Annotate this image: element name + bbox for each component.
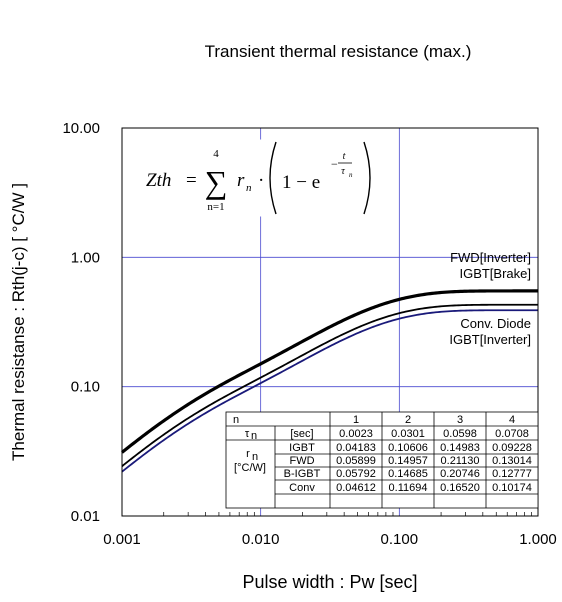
table-header-1: 1: [353, 414, 359, 426]
table-r-unit: [°C/W]: [234, 462, 266, 474]
y-tick-label: 1.00: [71, 249, 100, 266]
x-tick-label: 1.000: [519, 531, 557, 548]
plot-frame: [121, 127, 539, 517]
y-axis-label: Thermal resistanse : Rth(j-c) [ °C/W ]: [9, 183, 28, 461]
minor-ticks: [163, 512, 533, 516]
table-row-conv-1: 0.04612: [336, 482, 376, 494]
table-tau-2: 0.0301: [391, 428, 425, 440]
table-row-fwd-4: 0.13014: [492, 455, 532, 467]
y-tick-label: 10.00: [62, 120, 100, 137]
table-row-igbt-4: 0.09228: [492, 442, 532, 454]
table-header-3: 3: [457, 414, 463, 426]
x-axis-label: Pulse width : Pw [sec]: [242, 572, 417, 592]
formula-right-paren: [363, 141, 371, 215]
formula-dot: ·: [258, 170, 264, 191]
formula-exp-num: t: [343, 151, 346, 162]
table-row-fwd-name: FWD: [289, 455, 314, 467]
formula-one-minus: 1 − e: [282, 172, 320, 193]
x-tick-label: 0.010: [242, 531, 280, 548]
table-r-label-sub: n: [252, 451, 258, 463]
table-row-b-igbt-4: 0.12777: [492, 468, 532, 480]
table-header-4: 4: [509, 414, 515, 426]
table-row-conv-2: 0.11694: [389, 482, 428, 494]
table-tau-4: 0.0708: [495, 428, 529, 440]
table-tau-1: 0.0023: [339, 428, 373, 440]
table-row-b-igbt-3: 0.20746: [440, 468, 480, 480]
table-tau-label-sub: n: [251, 430, 257, 442]
label-conv-diode: Conv. Diode: [460, 316, 531, 331]
formula-term: r: [237, 170, 245, 191]
table-row-igbt-1: 0.04183: [336, 442, 376, 454]
formula-left-paren: [269, 141, 277, 215]
table-row-conv-name: Conv: [289, 482, 315, 494]
x-tick-labels: 0.001 0.010 0.100 1.000: [103, 531, 557, 548]
formula-exp-den: τ: [341, 166, 345, 177]
table-tau-3: 0.0598: [443, 428, 477, 440]
label-igbt-brake: IGBT[Brake]: [459, 266, 531, 281]
formula-sum-upper: 4: [213, 148, 219, 160]
table-header-2: 2: [405, 414, 411, 426]
formula-term-sub: n: [246, 182, 252, 194]
table-row-igbt-name: IGBT: [289, 442, 315, 454]
series-line-2: [121, 303, 538, 467]
table-row-fwd-1: 0.05899: [336, 455, 376, 467]
series-line-1: [121, 289, 538, 454]
label-igbt-inverter: IGBT[Inverter]: [449, 332, 531, 347]
table-row-conv-4: 0.10174: [492, 482, 532, 494]
table-tau-label: τ: [245, 428, 250, 440]
series-line-3: [121, 309, 538, 473]
formula-exp-den-sub: n: [349, 171, 353, 179]
table-row-igbt-3: 0.14983: [440, 442, 480, 454]
parameter-table: n 1 2 3 4 τ n [sec] 0.0023 0.0301 0.0598…: [225, 411, 539, 509]
table-row-conv-3: 0.16520: [440, 482, 480, 494]
chart-title: Transient thermal resistance (max.): [205, 42, 472, 61]
formula-lhs: Zth: [146, 170, 171, 191]
formula-box: Zth = 4 ∑ n=1 r n · 1 − e − t τ n: [134, 139, 384, 217]
formula-exp-minus: −: [331, 157, 338, 171]
table-row-b-igbt-2: 0.14685: [388, 468, 428, 480]
table-row-b-igbt-1: 0.05792: [336, 468, 376, 480]
y-tick-label: 0.10: [71, 379, 100, 396]
formula-equals: =: [186, 170, 197, 191]
x-tick-label: 0.001: [103, 531, 141, 548]
label-fwd-inverter: FWD[Inverter]: [450, 250, 531, 265]
formula-sum-lower: n=1: [207, 201, 224, 213]
table-row-b-igbt-name: B-IGBT: [284, 468, 321, 480]
curves: [121, 289, 538, 473]
table-r-label: r: [246, 448, 250, 460]
table-row-fwd-3: 0.21130: [441, 455, 480, 467]
table-header-n: n: [233, 414, 239, 426]
table-tau-unit: [sec]: [290, 428, 313, 440]
table-row-igbt-2: 0.10606: [388, 442, 428, 454]
formula-sigma: ∑: [205, 164, 228, 200]
y-tick-label: 0.01: [71, 508, 100, 525]
series-labels: FWD[Inverter] IGBT[Brake] Conv. Diode IG…: [449, 250, 531, 347]
table-row-fwd-2: 0.14957: [388, 455, 428, 467]
x-tick-label: 0.100: [381, 531, 419, 548]
y-tick-labels: 0.01 0.10 1.00 10.00: [62, 120, 100, 525]
